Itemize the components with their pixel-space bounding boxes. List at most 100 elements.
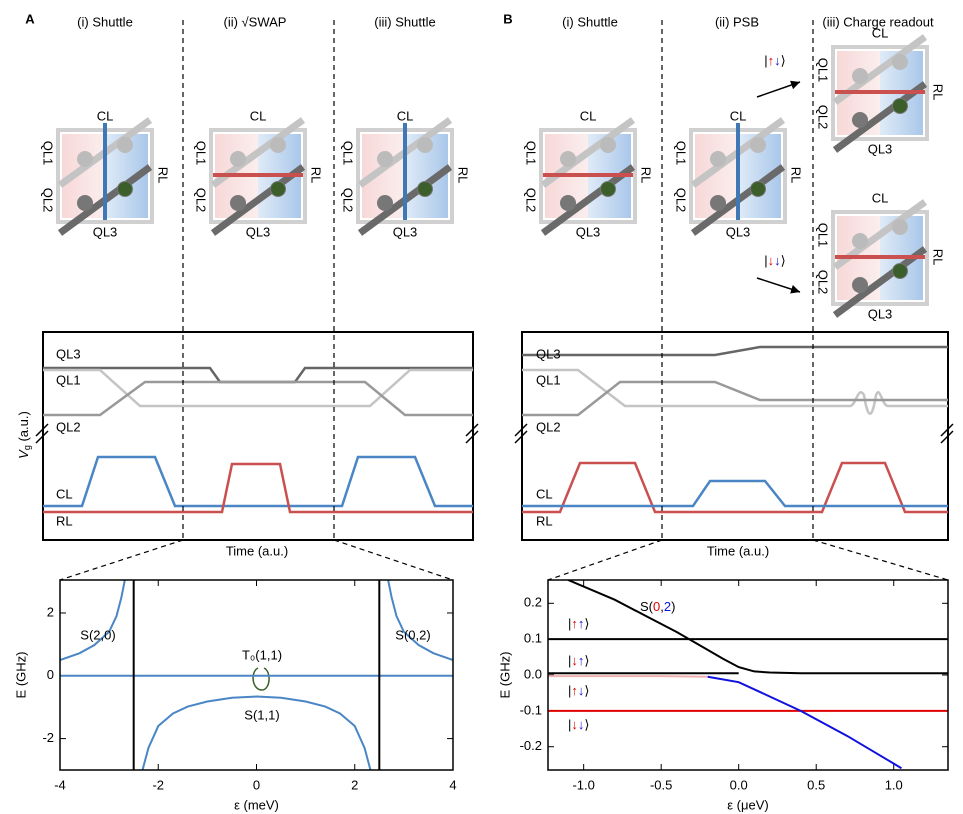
- x-tick-label: -0.5: [650, 777, 672, 792]
- readout-ket-part: ↓: [774, 253, 781, 268]
- spin: [893, 99, 907, 113]
- pulse-layout: [35, 331, 954, 541]
- gate-label: QL3: [726, 224, 751, 239]
- annotation: S(0,2): [395, 627, 430, 642]
- device-frame: [831, 210, 929, 306]
- x-tick-label: 1.0: [885, 777, 903, 792]
- x-tick-label: 0: [253, 777, 260, 792]
- ket-label-part: ↓: [578, 683, 585, 698]
- readout-ket-part: ↓: [768, 253, 775, 268]
- annotation-part: ): [671, 599, 675, 614]
- gate-label: QL1: [816, 58, 831, 83]
- device-frame: [831, 45, 929, 141]
- pulse-label: QL2: [536, 419, 561, 434]
- ket-label-part: ↓: [571, 717, 578, 732]
- ket-label-part: ⟩: [584, 616, 589, 631]
- gate-label: RL: [789, 167, 804, 184]
- ket-label-part: ↓: [578, 717, 585, 732]
- gate-label: QL3: [246, 224, 271, 239]
- gate-label: QL1: [194, 141, 209, 166]
- annotation-part: 0: [653, 599, 660, 614]
- dot: [892, 219, 908, 235]
- pulse-ylabel-part: V: [16, 449, 31, 459]
- ket-label-part: |: [568, 717, 571, 732]
- gate-label: QL2: [341, 188, 356, 213]
- pulse-label: QL3: [56, 346, 81, 361]
- annotation: S(0,2): [640, 599, 675, 614]
- readout-ket: |↓↓⟩: [764, 253, 785, 268]
- device: [356, 117, 454, 236]
- gate-label: QL1: [674, 141, 689, 166]
- pulse-ylabel-part: g: [22, 445, 32, 450]
- readout-arrows: [756, 80, 801, 294]
- gate-label: QL2: [674, 188, 689, 213]
- annotation-part: 2: [664, 599, 671, 614]
- pulse-label: QL2: [56, 419, 81, 434]
- panel-label: A: [25, 11, 35, 26]
- ket-label-part: ↑: [571, 683, 578, 698]
- gate-label: CL: [730, 108, 747, 123]
- gate-label: QL3: [393, 224, 418, 239]
- x-axis-label: ε (μeV): [727, 797, 768, 812]
- column-heading: (iii) Charge readout: [822, 14, 934, 29]
- y-tick-label: 2: [47, 604, 54, 619]
- y-tick-label: -2: [42, 730, 54, 745]
- dot: [270, 137, 286, 153]
- divider-layout: [59, 20, 949, 581]
- loop-arrow: [252, 667, 270, 691]
- dot: [77, 195, 93, 211]
- device-bar: [540, 164, 636, 236]
- dot: [377, 195, 393, 211]
- spin: [601, 182, 615, 196]
- ket-label: |↓↓⟩: [568, 717, 589, 732]
- dot: [117, 137, 133, 153]
- annotation: S(1,1): [244, 707, 279, 722]
- pulse-label: CL: [536, 486, 553, 501]
- ket-label-part: ⟩: [584, 653, 589, 668]
- gate-label: QL1: [41, 141, 56, 166]
- gate-label: RL: [931, 249, 946, 266]
- dot: [230, 195, 246, 211]
- spin: [893, 264, 907, 278]
- column-heading: (i) Shuttle: [77, 14, 133, 29]
- ket-label-part: |: [568, 616, 571, 631]
- ket-label-part: ⟩: [584, 717, 589, 732]
- y-tick-label: 0.2: [524, 595, 542, 610]
- device: [539, 117, 637, 236]
- series-line: [567, 580, 948, 675]
- ket-label-part: ⟩: [584, 683, 589, 698]
- spin: [118, 182, 132, 196]
- gate-label: QL3: [93, 224, 118, 239]
- device: [56, 117, 154, 236]
- ket-label-part: |: [568, 653, 571, 668]
- dot: [560, 195, 576, 211]
- dot: [892, 54, 908, 70]
- gate-label: CL: [97, 108, 114, 123]
- series-line: [548, 675, 708, 678]
- y-tick-label: 0: [47, 667, 54, 682]
- spin: [418, 182, 432, 196]
- pulse-label: CL: [56, 486, 73, 501]
- dot: [852, 112, 868, 128]
- gate-label: RL: [639, 167, 654, 184]
- y-tick-label: 0.0: [524, 666, 542, 681]
- pulse-ylabel: Vg (a.u.): [16, 411, 32, 459]
- gate-label: QL2: [816, 105, 831, 130]
- pulse-label: QL3: [536, 346, 561, 361]
- device-frame: [209, 128, 307, 224]
- dot: [710, 151, 726, 167]
- gate-label: RL: [931, 84, 946, 101]
- readout-ket-part: |: [764, 53, 767, 68]
- device-bar: [832, 246, 928, 318]
- series-line: [707, 675, 902, 770]
- x-axis-label: ε (meV): [234, 797, 279, 812]
- column-heading: (ii) √SWAP: [224, 14, 287, 29]
- gate-label: RL: [156, 167, 171, 184]
- x-tick-label: -2: [152, 777, 164, 792]
- ket-label: |↓↑⟩: [568, 653, 589, 668]
- gate-label: CL: [397, 108, 414, 123]
- column-heading: (iii) Shuttle: [374, 14, 435, 29]
- dot: [852, 277, 868, 293]
- gate-label: QL3: [868, 141, 893, 156]
